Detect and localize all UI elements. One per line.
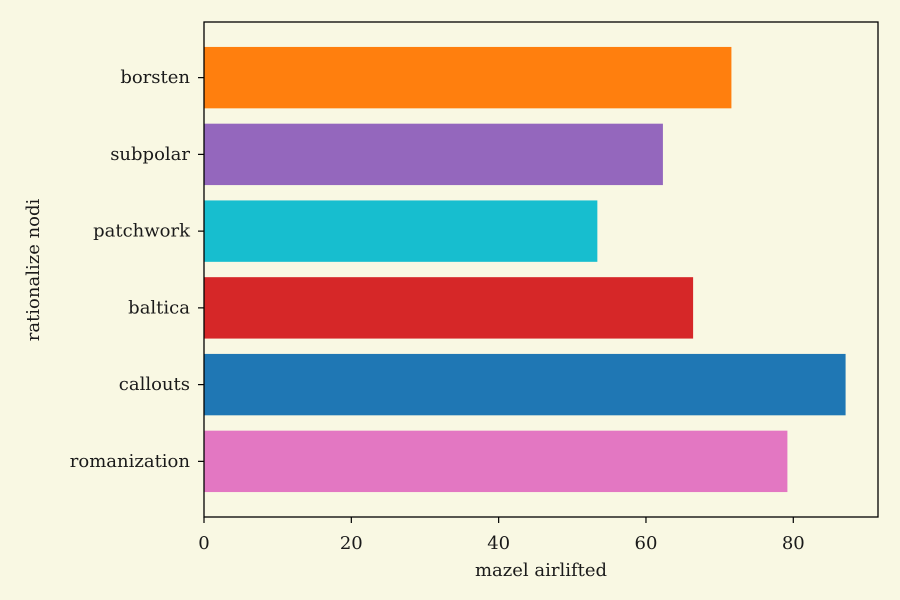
- y-tick-label: borsten: [120, 67, 190, 88]
- x-tick-label: 40: [487, 533, 510, 554]
- x-tick-label: 60: [635, 533, 658, 554]
- y-axis-label: rationalize nodi: [23, 198, 44, 341]
- bar-baltica: [204, 277, 694, 339]
- y-tick-label: baltica: [128, 297, 190, 318]
- y-axis-ticks: romanization callouts baltica patchwork subp…: [70, 67, 204, 472]
- bar-borsten: [204, 46, 732, 109]
- x-tick-label: 20: [340, 533, 363, 554]
- x-tick-label: 0: [198, 533, 209, 554]
- bar-romanization: [204, 430, 788, 493]
- y-tick-label: subpolar: [110, 144, 190, 165]
- y-tick-label: callouts: [119, 374, 190, 395]
- bar-patchwork: [204, 200, 598, 262]
- bars-group: [204, 46, 846, 493]
- bar-subpolar: [204, 123, 663, 186]
- x-tick-label: 80: [782, 533, 805, 554]
- plot-frame: [203, 21, 879, 518]
- bar-callouts: [204, 353, 846, 416]
- y-tick-label: romanization: [70, 451, 191, 472]
- x-axis-label: mazel airlifted: [475, 560, 607, 581]
- y-tick-label: patchwork: [93, 221, 191, 242]
- x-axis-ticks: 0 20 40 60 80: [198, 517, 805, 554]
